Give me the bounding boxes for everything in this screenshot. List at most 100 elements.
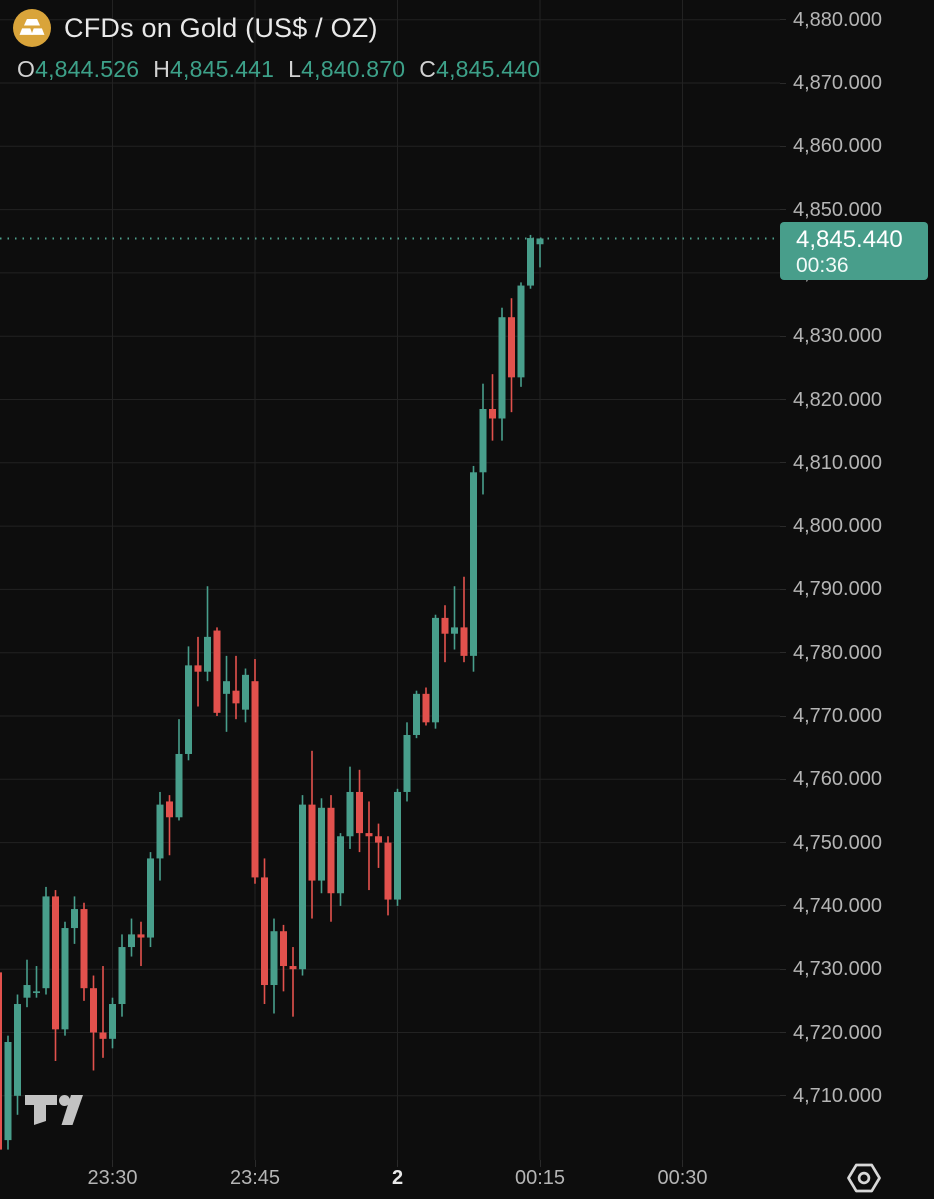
candle-body [270,931,278,986]
ohlc-close-value: 4,845.440 [436,56,541,82]
candle-wick [463,576,465,663]
time-axis-tick [682,1160,683,1167]
candle-body [356,791,363,834]
price-axis-tick [780,1095,786,1097]
candle-wick [26,959,28,1008]
candle-body [128,934,135,948]
price-axis-tick [780,778,786,780]
time-axis-label: 2 [391,1167,404,1189]
price-axis[interactable]: 4,880.0004,870.0004,860.0004,850.0004,84… [780,0,934,1160]
candle-body [14,1004,21,1096]
candle-body [223,681,230,694]
time-axis[interactable]: 23:30 23:45 2 00:15 00:30 [0,1160,934,1199]
ohlc-open-key: O [17,56,36,82]
candle-body [71,909,78,929]
candle-body [346,791,354,837]
chart-canvas[interactable] [0,0,780,1160]
ohlc-high-key: H [153,56,171,82]
price-axis-tick [780,82,786,84]
time-axis-tick [397,1160,398,1167]
candle-body [80,909,88,989]
price-axis-label: 4,760.000 [793,768,882,791]
price-axis-label: 4,790.000 [793,578,882,601]
candle-wick [102,966,104,1058]
time-axis-label: 00:15 [514,1167,566,1189]
current-price-label: 4,845.440 00:36 [780,222,928,281]
candle-body [479,408,487,473]
candle-wick [206,586,209,682]
tradingview-logo[interactable] [23,1090,85,1132]
price-axis-label: 4,850.000 [793,198,882,221]
candle-body [432,617,439,723]
candle-wick [491,374,494,441]
price-axis-tick [780,525,786,527]
price-axis-label: 4,800.000 [793,515,882,538]
price-axis-label: 4,780.000 [793,641,882,664]
price-axis-tick [780,209,786,211]
candle-body [42,896,50,989]
price-axis-label: 4,730.000 [793,958,882,981]
candle-body [470,472,477,656]
candle-body [232,690,240,704]
gold-bars-icon [13,9,51,47]
candle-body [23,985,31,998]
candle-wick [377,823,380,868]
candle-body [4,1041,12,1141]
candle-body [337,836,344,894]
candlestick-chart[interactable] [0,0,780,1160]
price-axis-label: 4,720.000 [793,1021,882,1044]
time-axis-tick [254,1160,256,1167]
candle-body [289,966,297,970]
candle-body [365,833,373,837]
candle-body [204,636,211,672]
price-axis-label: 4,820.000 [793,388,882,411]
candle-body [118,947,126,1005]
time-axis-label: 23:45 [229,1167,281,1189]
price-axis-tick [780,715,786,717]
candle-body [280,931,287,967]
current-price-value: 4,845.440 [796,226,903,254]
candle-body [413,693,420,735]
candle-wick [235,655,237,720]
candle-body [422,693,430,723]
candle-body [536,238,544,245]
candle-body [451,627,458,634]
symbol-row[interactable]: CFDs on Gold (US$ / OZ) [13,9,554,47]
ohlc-low-key: L [288,56,302,82]
price-axis-label: 4,710.000 [793,1084,882,1107]
chart-header: CFDs on Gold (US$ / OZ) O4,844.526 H4,845… [13,9,554,83]
ohlc-close-key: C [419,56,437,82]
candle-body [318,807,325,881]
candle-body [99,1032,107,1039]
candle-body [33,991,40,993]
candle-body [242,674,249,710]
candle-body [166,801,173,818]
price-axis-tick [780,1032,786,1033]
price-axis-tick [780,842,786,844]
price-axis-label: 4,750.000 [793,831,882,854]
price-axis-tick [780,335,786,337]
candle-body [498,317,506,419]
candle-body [403,734,411,792]
candle-body [194,665,202,672]
candle-body [441,617,449,634]
chart-settings-icon[interactable] [845,1159,883,1197]
candle-body [90,988,97,1033]
price-axis-tick [780,588,786,590]
price-axis-tick [780,462,786,464]
price-axis-label: 4,770.000 [793,705,882,727]
time-axis-tick [539,1160,541,1167]
candle-body [327,807,335,894]
price-axis-tick [780,399,786,400]
ohlc-high-value: 4,845.441 [170,56,275,82]
candle-body [52,896,59,1030]
candle-wick [539,238,541,268]
ohlc-open-value: 4,844.526 [35,56,140,82]
candle-body [147,858,154,938]
candle-wick [168,795,171,856]
candle-body [394,791,401,900]
candle-body [384,842,392,900]
candle-body [251,681,259,878]
price-axis-label: 4,810.000 [793,451,882,474]
candle-body [185,665,192,754]
